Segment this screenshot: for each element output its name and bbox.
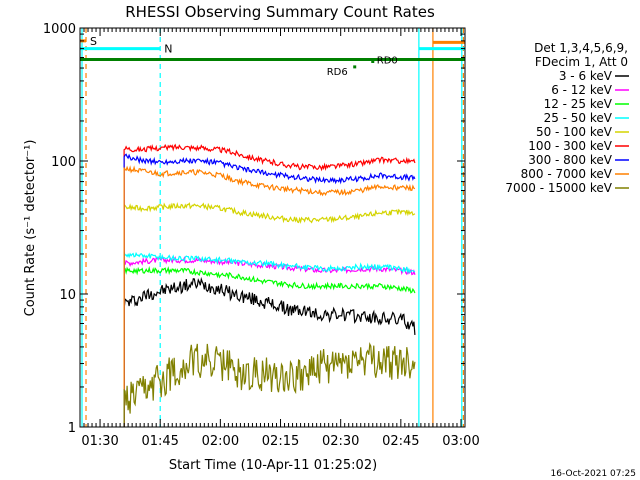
series-line-3 [123, 251, 416, 427]
x-tick-label-0: 01:30 [81, 434, 118, 449]
series-line-2 [123, 265, 416, 427]
plot-frame [79, 27, 466, 428]
plot-area: S N RD6 RD0 [80, 28, 465, 427]
series-line-4 [123, 201, 416, 427]
legend-label-4: 50 - 100 keV [536, 125, 613, 139]
legend-label-2: 12 - 25 keV [544, 97, 613, 111]
series-line-1 [123, 256, 416, 427]
y-tick-label-2: 100 [51, 155, 76, 170]
x-axis: 01:30 01:45 02:00 02:15 02:30 02:45 03:00 [79, 28, 480, 449]
legend-header-line-1: Det 1,3,4,5,6,9, [534, 41, 628, 55]
y-axis: 1 10 100 1000 [43, 22, 465, 436]
legend-label-1: 6 - 12 keV [551, 83, 613, 97]
legend-label-5: 100 - 300 keV [528, 139, 612, 153]
y-tick-label-3: 1000 [43, 22, 76, 37]
flag-mark-1 [371, 59, 375, 63]
flag-mark-label-0: RD6 [327, 67, 348, 78]
x-tick-label-6: 03:00 [442, 434, 479, 449]
legend-label-6: 300 - 800 keV [528, 153, 612, 167]
series-line-0 [123, 276, 416, 427]
x-axis-label: Start Time (10-Apr-11 01:25:02) [169, 458, 377, 473]
series-line-5 [123, 143, 416, 427]
flag-label-1: N [164, 43, 172, 56]
series-line-8 [123, 341, 416, 427]
flag-mark-label-1: RD0 [377, 55, 398, 66]
x-tick-label-5: 02:45 [382, 434, 419, 449]
legend-label-3: 25 - 50 keV [544, 111, 613, 125]
x-tick-label-3: 02:15 [262, 434, 299, 449]
x-tick-label-1: 01:45 [141, 434, 178, 449]
plot-content: S N RD6 RD0 [80, 28, 465, 427]
legend-label-8: 7000 - 15000 keV [505, 181, 612, 195]
y-axis-label: Count Rate (s⁻¹ detector⁻¹) [23, 140, 38, 317]
y-tick-label-1: 10 [59, 288, 76, 303]
legend-label-7: 800 - 7000 keV [521, 167, 613, 181]
y-tick-label-0: 1 [68, 421, 76, 436]
legend-header-line-2: FDecim 1, Att 0 [535, 55, 628, 69]
flag-mark-0 [353, 65, 357, 69]
chart-title: RHESSI Observing Summary Count Rates [125, 3, 435, 21]
series-line-7 [123, 165, 416, 427]
timestamp: 16-Oct-2021 07:25 [551, 469, 636, 479]
legend: Det 1,3,4,5,6,9, FDecim 1, Att 0 3 - 6 k… [505, 41, 629, 195]
legend-label-0: 3 - 6 keV [559, 69, 613, 83]
x-tick-label-2: 02:00 [202, 434, 239, 449]
flag-label-0: S [90, 35, 97, 48]
x-tick-label-4: 02:30 [322, 434, 359, 449]
series-line-6 [123, 153, 416, 427]
